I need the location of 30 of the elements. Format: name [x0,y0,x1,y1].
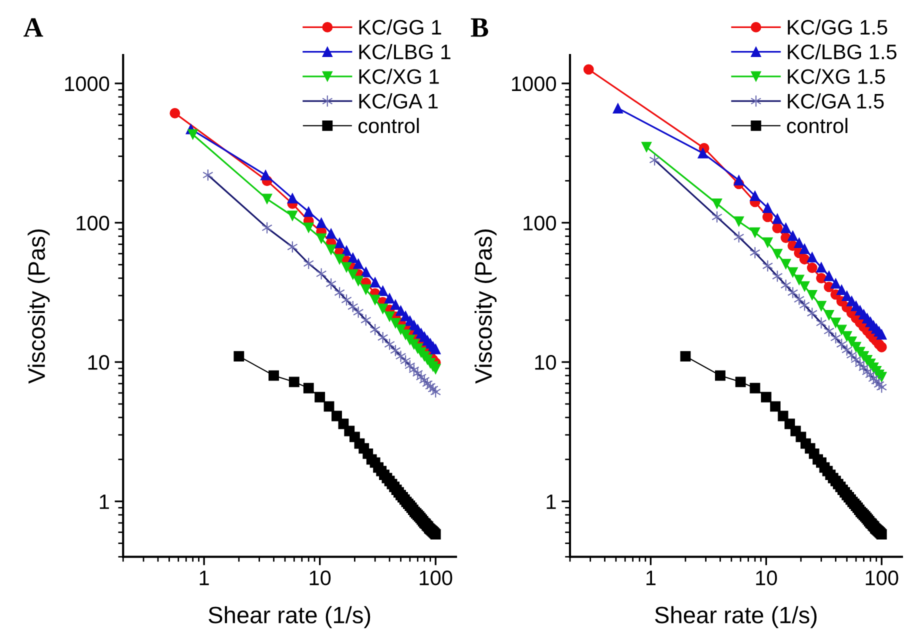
y-axis-title: Viscosity (Pas) [28,229,50,384]
y-tick-label: 10 [88,355,110,370]
x-axis-title: Shear rate (1/s) [208,606,370,628]
legend-label: KC/LBG 1.5 [788,44,896,60]
y-tick-label: 100 [76,216,110,230]
x-tick-label: 10 [756,570,777,586]
x-tick-label: 10 [310,570,331,586]
legend-label: KC/GA 1 [359,93,438,109]
y-tick-label: 1 [100,494,109,509]
y-tick-label: 1000 [65,76,110,92]
y-tick-label: 100 [524,216,556,230]
legend-label: KC/GA 1.5 [788,93,884,109]
legend-label: control [787,118,848,134]
legend-label: KC/XG 1.5 [788,68,885,84]
y-tick-label: 1000 [512,76,556,92]
chart-title: B [470,18,488,37]
x-tick-label: 100 [866,570,898,586]
y-axis-title: Viscosity (Pas) [474,229,497,384]
legend-label: KC/GG 1.5 [788,19,888,35]
legend-label: KC/LBG 1 [359,44,450,60]
x-axis-title: Shear rate (1/s) [655,606,817,628]
chart-title: A [24,18,44,37]
x-tick-label: 1 [646,570,656,586]
y-tick-label: 10 [535,355,556,370]
legend-label: KC/GG 1 [359,19,442,35]
legend-label: control [358,118,419,134]
x-tick-label: 100 [420,570,452,586]
legend-label: KC/XG 1 [359,68,439,84]
y-tick-label: 1 [546,494,556,509]
x-tick-label: 1 [200,570,209,586]
